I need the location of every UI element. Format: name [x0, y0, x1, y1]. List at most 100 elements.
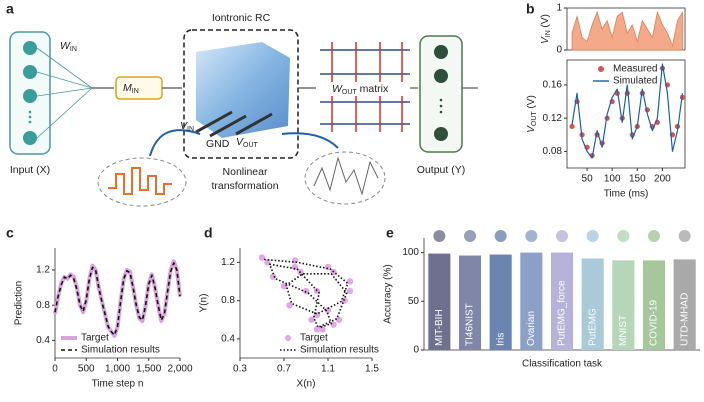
y-tick-label: 0 [556, 45, 562, 56]
x-tick-label: 50 [582, 174, 594, 185]
y-tick-label: 0.16 [543, 80, 563, 91]
dot [439, 104, 443, 108]
label-part: matrix [357, 83, 389, 95]
marker [286, 302, 293, 309]
category-label: MIT-BIH [434, 309, 445, 346]
v-in-label: VIN [180, 120, 194, 134]
x-tick-label: 1,000 [105, 364, 130, 375]
w-in-label: WIN [60, 40, 77, 54]
task-icon [525, 230, 538, 242]
x-tick-label: 1,500 [136, 364, 161, 375]
label-part: V [526, 125, 537, 133]
bar [612, 260, 635, 350]
output-box [419, 35, 463, 153]
y-tick-label: 50 [408, 296, 420, 307]
connections [36, 47, 93, 139]
x-tick-label: 1.1 [321, 364, 335, 375]
x-axis-label: Classification task [522, 359, 603, 370]
node [23, 65, 37, 79]
marker [291, 263, 299, 271]
label-part: W [60, 40, 71, 52]
category-label: PutEMG [587, 308, 598, 346]
marker [269, 273, 277, 280]
subscript: OUT [342, 89, 358, 96]
dot [439, 98, 443, 102]
y-axis-label: VOUT (V) [526, 95, 539, 133]
marker [302, 287, 310, 295]
node [23, 131, 37, 145]
w-out-grid [320, 49, 410, 125]
y-tick-label: 100 [402, 247, 419, 258]
y-axis-label: VIN (V) [540, 14, 553, 44]
category-label: Iris [495, 333, 506, 346]
line [571, 63, 684, 159]
category-label: COVID-19 [649, 299, 660, 346]
plot-frame [566, 59, 686, 169]
electrodes [195, 110, 273, 138]
reservoir-box [183, 29, 299, 159]
marker [319, 326, 326, 333]
y-tick-label: 0.8 [221, 295, 235, 306]
w-out-label-bg [326, 82, 410, 96]
bar [581, 258, 604, 350]
input-label: Input (X) [10, 164, 50, 176]
x-tick-label: 0.3 [233, 364, 247, 375]
x-tick-label: 500 [78, 364, 95, 375]
label-part: V [540, 36, 551, 44]
x-axis-label: X(n) [297, 379, 316, 390]
bar [489, 254, 512, 350]
x-tick-label: 200 [654, 174, 671, 185]
legend-marker [598, 66, 604, 72]
bar [428, 253, 451, 350]
gnd-label: GND [206, 138, 230, 150]
label-part: M [123, 82, 132, 94]
category-label: Ovarian [526, 311, 537, 346]
output-wave-ellipse [304, 151, 386, 205]
y-axis-label: Prediction [14, 281, 25, 325]
subscript: IN [70, 46, 77, 53]
subscript: IN [132, 88, 139, 95]
x-tick-label: 1.5 [365, 364, 379, 375]
reservoir-cube [196, 42, 290, 138]
y-tick-label: 0.08 [543, 146, 563, 157]
dot [28, 110, 32, 114]
marker [335, 316, 343, 323]
label-part: V [180, 120, 188, 132]
panel-label: c [6, 225, 14, 241]
node [23, 89, 37, 103]
bar [550, 252, 574, 350]
dot [28, 115, 32, 119]
legend-label: Simulated [613, 76, 657, 87]
category-label: UTD-MHAD [679, 293, 690, 346]
marker [346, 278, 354, 285]
task-icon [464, 230, 476, 242]
y-tick-label: 1.2 [221, 257, 235, 268]
category-label: TI46NIST [465, 303, 476, 346]
reservoir-title: Iontronic RC [212, 12, 271, 24]
task-icon [494, 230, 507, 242]
line [264, 258, 349, 329]
node [434, 69, 448, 83]
label-part: V [236, 136, 244, 148]
y-tick-label: 1 [556, 3, 562, 14]
x-tick-label: 150 [629, 174, 646, 185]
input-wave [108, 167, 172, 195]
x-axis-label: Time (ms) [604, 189, 649, 200]
bar [520, 252, 543, 350]
diagram: WIN MIN Iontronic RC WOUT matrix VIN GND… [9, 12, 478, 207]
m-in-label: MIN [123, 82, 139, 96]
y-axis-label: Accuracy (%) [383, 264, 394, 323]
w-out-label: WOUT matrix [332, 83, 389, 97]
area [571, 10, 683, 51]
subscript: OUT [243, 142, 259, 149]
task-icon [556, 230, 568, 242]
marker [313, 326, 321, 333]
category-label: MNIST [618, 315, 629, 346]
marker [308, 316, 315, 323]
category-label: PutEMG_force [557, 280, 568, 346]
subscript: IN [545, 30, 552, 37]
output-label: Output (Y) [417, 164, 465, 176]
bar [642, 260, 666, 350]
legend-marker [285, 335, 291, 341]
